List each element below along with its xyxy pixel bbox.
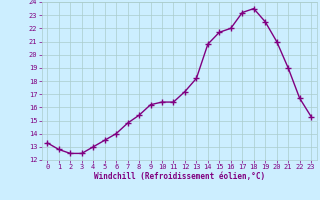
X-axis label: Windchill (Refroidissement éolien,°C): Windchill (Refroidissement éolien,°C) [94,172,265,181]
